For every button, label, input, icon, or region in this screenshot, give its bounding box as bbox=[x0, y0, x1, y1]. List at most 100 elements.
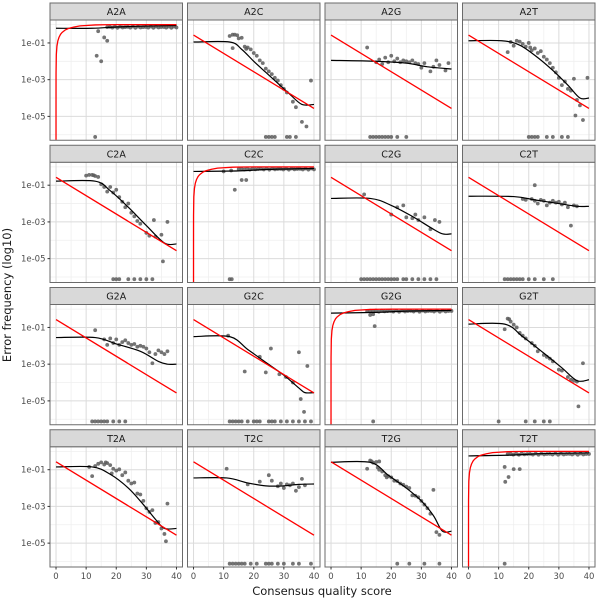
facet-A2C: A2C bbox=[187, 2, 321, 141]
svg-text:0: 0 bbox=[53, 572, 58, 582]
facet-T2G: T2G 0 10 20 30 40 bbox=[324, 429, 458, 582]
facet-G2A: G2A 1e-01 1e-03 1e-05 bbox=[21, 287, 183, 426]
facet-strip-label: A2A bbox=[107, 7, 127, 18]
panel-grid bbox=[462, 446, 595, 567]
facet-A2A: A2A 1e-01 1e-03 1e-05 bbox=[21, 2, 183, 141]
facet-strip-label: A2C bbox=[244, 7, 264, 18]
svg-text:10: 10 bbox=[218, 572, 229, 582]
nominal-error-line bbox=[55, 176, 177, 252]
x-axis-ticks: 0 10 20 30 40 bbox=[53, 567, 182, 582]
panel-grid bbox=[50, 304, 183, 425]
facet-strip-label: C2A bbox=[107, 149, 127, 160]
svg-text:1e-01: 1e-01 bbox=[21, 39, 46, 49]
nominal-error-line bbox=[192, 166, 314, 283]
facet-strip-label: T2A bbox=[106, 434, 126, 445]
svg-text:1e-01: 1e-01 bbox=[21, 323, 46, 333]
facet-strip-label: T2C bbox=[244, 434, 264, 445]
fitted-error-line bbox=[468, 322, 590, 383]
svg-text:1e-01: 1e-01 bbox=[21, 181, 46, 191]
svg-text:30: 30 bbox=[278, 572, 289, 582]
svg-text:10: 10 bbox=[356, 572, 367, 582]
svg-text:20: 20 bbox=[111, 572, 122, 582]
svg-text:1e-03: 1e-03 bbox=[21, 76, 46, 86]
facet-A2G: A2G bbox=[324, 2, 458, 141]
nominal-error-line bbox=[55, 461, 177, 536]
svg-text:20: 20 bbox=[386, 572, 397, 582]
svg-text:10: 10 bbox=[493, 572, 504, 582]
facet-strip bbox=[462, 144, 596, 163]
nominal-error-line bbox=[330, 308, 452, 425]
svg-text:40: 40 bbox=[171, 572, 182, 582]
facet-strip-label: A2T bbox=[520, 7, 539, 18]
facet-strip bbox=[49, 144, 183, 163]
fitted-error-line bbox=[468, 452, 589, 457]
facet-strip bbox=[49, 429, 183, 448]
facet-strip bbox=[49, 287, 183, 305]
facet-strip bbox=[462, 429, 596, 448]
x-axis-ticks: 0 10 20 30 40 bbox=[191, 567, 320, 582]
facet-strip-label: C2C bbox=[244, 149, 264, 160]
facet-C2T: C2T bbox=[462, 144, 596, 283]
svg-text:40: 40 bbox=[309, 572, 320, 582]
nominal-error-line bbox=[55, 23, 177, 140]
facet-strip-label: G2T bbox=[519, 292, 538, 303]
facet-strip-label: T2T bbox=[519, 434, 538, 445]
nominal-error-line bbox=[467, 450, 589, 567]
panel-grid bbox=[50, 162, 183, 283]
svg-text:0: 0 bbox=[466, 572, 471, 582]
svg-text:0: 0 bbox=[191, 572, 196, 582]
facet-strip-label: C2G bbox=[381, 149, 401, 160]
svg-text:1e-05: 1e-05 bbox=[21, 539, 46, 549]
facet-strip-label: T2G bbox=[381, 434, 401, 445]
nominal-error-line bbox=[468, 34, 590, 110]
svg-text:30: 30 bbox=[553, 572, 564, 582]
fitted-error-line bbox=[56, 24, 177, 29]
svg-text:20: 20 bbox=[523, 572, 534, 582]
fitted-error-line bbox=[193, 40, 315, 106]
svg-text:10: 10 bbox=[81, 572, 92, 582]
facet-G2G: G2G bbox=[324, 287, 458, 426]
nominal-error-line bbox=[193, 34, 315, 110]
observed-points bbox=[224, 466, 313, 566]
fitted-error-line bbox=[331, 197, 452, 235]
facet-strip-label: G2A bbox=[106, 292, 126, 303]
nominal-error-line bbox=[330, 34, 452, 110]
svg-text:1e-05: 1e-05 bbox=[21, 397, 46, 407]
svg-text:1e-05: 1e-05 bbox=[21, 112, 46, 122]
facet-T2A: T2A 1e-01 1e-03 1e-05 0 10 20 30 40 bbox=[21, 429, 183, 582]
facet-strip bbox=[187, 287, 321, 305]
facet-strip bbox=[324, 144, 458, 163]
facet-strip bbox=[187, 144, 321, 163]
observed-points bbox=[226, 333, 313, 424]
fitted-error-line bbox=[331, 460, 452, 533]
facet-C2G: C2G bbox=[324, 144, 458, 283]
fitted-error-line bbox=[331, 309, 452, 314]
facet-strip bbox=[187, 429, 321, 448]
y-axis-title: Error frequency (log10) bbox=[0, 228, 14, 362]
facet-strip bbox=[324, 287, 458, 305]
fitted-error-line bbox=[193, 476, 314, 487]
y-axis-ticks: 1e-01 1e-03 1e-05 bbox=[21, 466, 50, 549]
fitted-error-line bbox=[468, 195, 589, 208]
observed-points bbox=[502, 183, 579, 282]
panel-grid bbox=[325, 446, 458, 567]
x-axis-ticks: 0 10 20 30 40 bbox=[466, 567, 594, 582]
facet-T2C: T2C 0 10 20 30 40 bbox=[187, 429, 321, 582]
facet-strip bbox=[49, 2, 183, 21]
facet-C2A: C2A 1e-01 1e-03 1e-05 bbox=[21, 144, 183, 283]
facet-strip-label: C2T bbox=[520, 149, 539, 160]
facet-A2T: A2T bbox=[462, 2, 596, 141]
panel-grid bbox=[462, 162, 595, 283]
svg-text:1e-03: 1e-03 bbox=[21, 218, 46, 228]
facet-G2C: G2C bbox=[187, 287, 321, 426]
x-axis-title: Consensus quality score bbox=[252, 584, 392, 598]
svg-text:0: 0 bbox=[328, 572, 333, 582]
facet-strip bbox=[187, 2, 321, 21]
svg-text:1e-05: 1e-05 bbox=[21, 255, 46, 265]
nominal-error-line bbox=[193, 318, 315, 394]
panel-grid bbox=[187, 20, 320, 141]
svg-text:1e-03: 1e-03 bbox=[21, 360, 46, 370]
fitted-error-line bbox=[331, 59, 452, 70]
facet-G2T: G2T bbox=[462, 287, 596, 426]
